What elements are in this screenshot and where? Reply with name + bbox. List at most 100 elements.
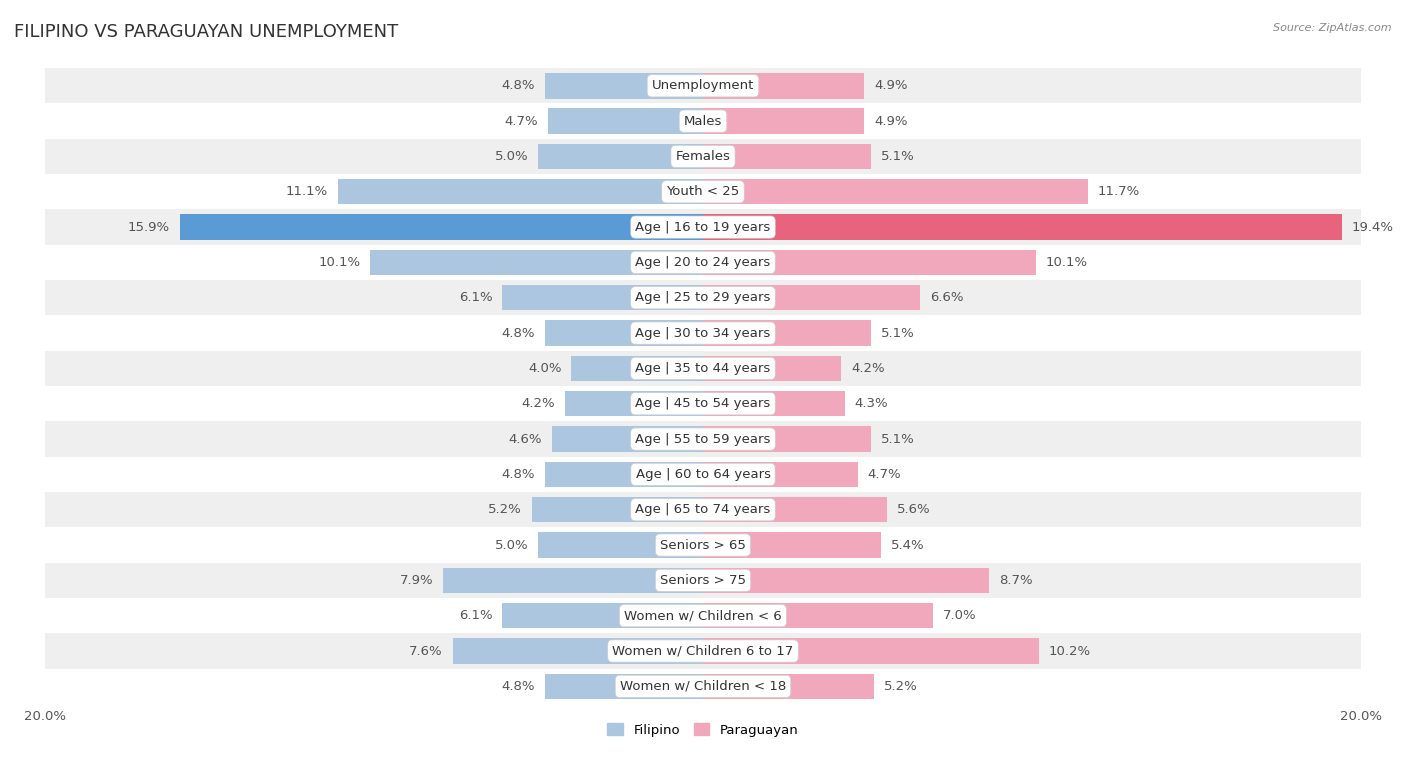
Text: 6.6%: 6.6% — [931, 291, 963, 304]
Bar — [703, 250, 1035, 275]
Bar — [45, 456, 1361, 492]
Bar — [703, 497, 887, 522]
Bar — [703, 73, 865, 98]
Bar — [703, 391, 845, 416]
Bar — [45, 280, 1361, 316]
Text: Age | 35 to 44 years: Age | 35 to 44 years — [636, 362, 770, 375]
Text: 4.8%: 4.8% — [502, 680, 536, 693]
Bar — [703, 285, 921, 310]
Bar — [703, 214, 1341, 240]
Bar — [703, 320, 870, 346]
Bar — [546, 320, 703, 346]
Text: 5.0%: 5.0% — [495, 150, 529, 163]
Text: 10.2%: 10.2% — [1049, 644, 1091, 658]
Text: 4.2%: 4.2% — [522, 397, 555, 410]
Text: 19.4%: 19.4% — [1351, 220, 1393, 234]
Bar — [45, 68, 1361, 104]
Text: 4.8%: 4.8% — [502, 326, 536, 340]
Text: 5.4%: 5.4% — [890, 538, 924, 552]
Bar — [45, 245, 1361, 280]
Bar — [371, 250, 703, 275]
Bar — [45, 492, 1361, 528]
Text: Age | 55 to 59 years: Age | 55 to 59 years — [636, 432, 770, 446]
Text: 10.1%: 10.1% — [319, 256, 360, 269]
Bar — [45, 350, 1361, 386]
Bar — [45, 316, 1361, 350]
Text: Seniors > 65: Seniors > 65 — [659, 538, 747, 552]
Text: 5.0%: 5.0% — [495, 538, 529, 552]
Bar — [443, 568, 703, 593]
Bar — [45, 422, 1361, 456]
Text: 4.0%: 4.0% — [527, 362, 561, 375]
Bar — [551, 426, 703, 452]
Bar — [703, 462, 858, 487]
Bar — [45, 386, 1361, 422]
Text: Source: ZipAtlas.com: Source: ZipAtlas.com — [1274, 23, 1392, 33]
Bar — [703, 674, 875, 699]
Text: 7.0%: 7.0% — [943, 609, 977, 622]
Bar — [703, 144, 870, 169]
Text: 6.1%: 6.1% — [458, 609, 492, 622]
Bar — [531, 497, 703, 522]
Text: FILIPINO VS PARAGUAYAN UNEMPLOYMENT: FILIPINO VS PARAGUAYAN UNEMPLOYMENT — [14, 23, 398, 41]
Bar — [703, 108, 865, 134]
Bar — [180, 214, 703, 240]
Text: Unemployment: Unemployment — [652, 79, 754, 92]
Bar — [546, 73, 703, 98]
Text: Age | 30 to 34 years: Age | 30 to 34 years — [636, 326, 770, 340]
Bar — [703, 426, 870, 452]
Legend: Filipino, Paraguayan: Filipino, Paraguayan — [602, 718, 804, 742]
Bar — [337, 179, 703, 204]
Bar — [45, 210, 1361, 245]
Text: 8.7%: 8.7% — [1000, 574, 1033, 587]
Text: 4.9%: 4.9% — [875, 79, 908, 92]
Text: 5.6%: 5.6% — [897, 503, 931, 516]
Text: 15.9%: 15.9% — [128, 220, 170, 234]
Bar — [45, 668, 1361, 704]
Bar — [45, 598, 1361, 634]
Bar — [546, 462, 703, 487]
Text: 4.8%: 4.8% — [502, 468, 536, 481]
Text: 5.2%: 5.2% — [488, 503, 522, 516]
Text: 4.6%: 4.6% — [508, 432, 541, 446]
Bar — [546, 674, 703, 699]
Text: 5.1%: 5.1% — [880, 326, 914, 340]
Text: 4.8%: 4.8% — [502, 79, 536, 92]
Bar — [565, 391, 703, 416]
Text: Males: Males — [683, 114, 723, 128]
Text: Women w/ Children < 18: Women w/ Children < 18 — [620, 680, 786, 693]
Bar — [703, 603, 934, 628]
Text: 11.7%: 11.7% — [1098, 185, 1140, 198]
Text: 4.3%: 4.3% — [855, 397, 889, 410]
Text: 7.6%: 7.6% — [409, 644, 443, 658]
Text: Age | 60 to 64 years: Age | 60 to 64 years — [636, 468, 770, 481]
Text: Age | 20 to 24 years: Age | 20 to 24 years — [636, 256, 770, 269]
Text: Age | 16 to 19 years: Age | 16 to 19 years — [636, 220, 770, 234]
Bar — [703, 568, 990, 593]
Bar — [45, 562, 1361, 598]
Text: Females: Females — [675, 150, 731, 163]
Text: 6.1%: 6.1% — [458, 291, 492, 304]
Text: 4.7%: 4.7% — [505, 114, 538, 128]
Bar — [538, 532, 703, 558]
Bar — [538, 144, 703, 169]
Bar — [548, 108, 703, 134]
Text: 5.1%: 5.1% — [880, 432, 914, 446]
Bar — [502, 285, 703, 310]
Bar — [502, 603, 703, 628]
Text: 7.9%: 7.9% — [399, 574, 433, 587]
Text: Age | 25 to 29 years: Age | 25 to 29 years — [636, 291, 770, 304]
Text: 5.2%: 5.2% — [884, 680, 918, 693]
Bar — [703, 532, 880, 558]
Bar — [45, 139, 1361, 174]
Text: Age | 45 to 54 years: Age | 45 to 54 years — [636, 397, 770, 410]
Bar — [45, 528, 1361, 562]
Bar — [453, 638, 703, 664]
Text: 4.2%: 4.2% — [851, 362, 884, 375]
Text: 4.7%: 4.7% — [868, 468, 901, 481]
Bar — [703, 179, 1088, 204]
Bar — [703, 638, 1039, 664]
Text: 4.9%: 4.9% — [875, 114, 908, 128]
Text: 10.1%: 10.1% — [1046, 256, 1087, 269]
Text: Age | 65 to 74 years: Age | 65 to 74 years — [636, 503, 770, 516]
